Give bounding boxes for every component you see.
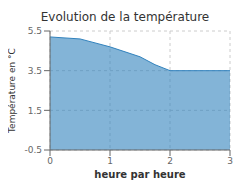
svg-text:Température en °C: Température en °C	[8, 48, 17, 134]
svg-text:-0.5: -0.5	[24, 145, 42, 155]
svg-text:1: 1	[107, 156, 113, 166]
svg-text:2: 2	[167, 156, 173, 166]
svg-text:3.5: 3.5	[28, 66, 42, 76]
svg-text:1.5: 1.5	[28, 106, 42, 116]
svg-text:3: 3	[227, 156, 233, 166]
svg-text:0: 0	[47, 156, 53, 166]
svg-text:heure par heure: heure par heure	[94, 169, 185, 180]
svg-text:5.5: 5.5	[28, 26, 42, 36]
html-text:Evolution de la température: Evolution de la température	[40, 10, 210, 24]
